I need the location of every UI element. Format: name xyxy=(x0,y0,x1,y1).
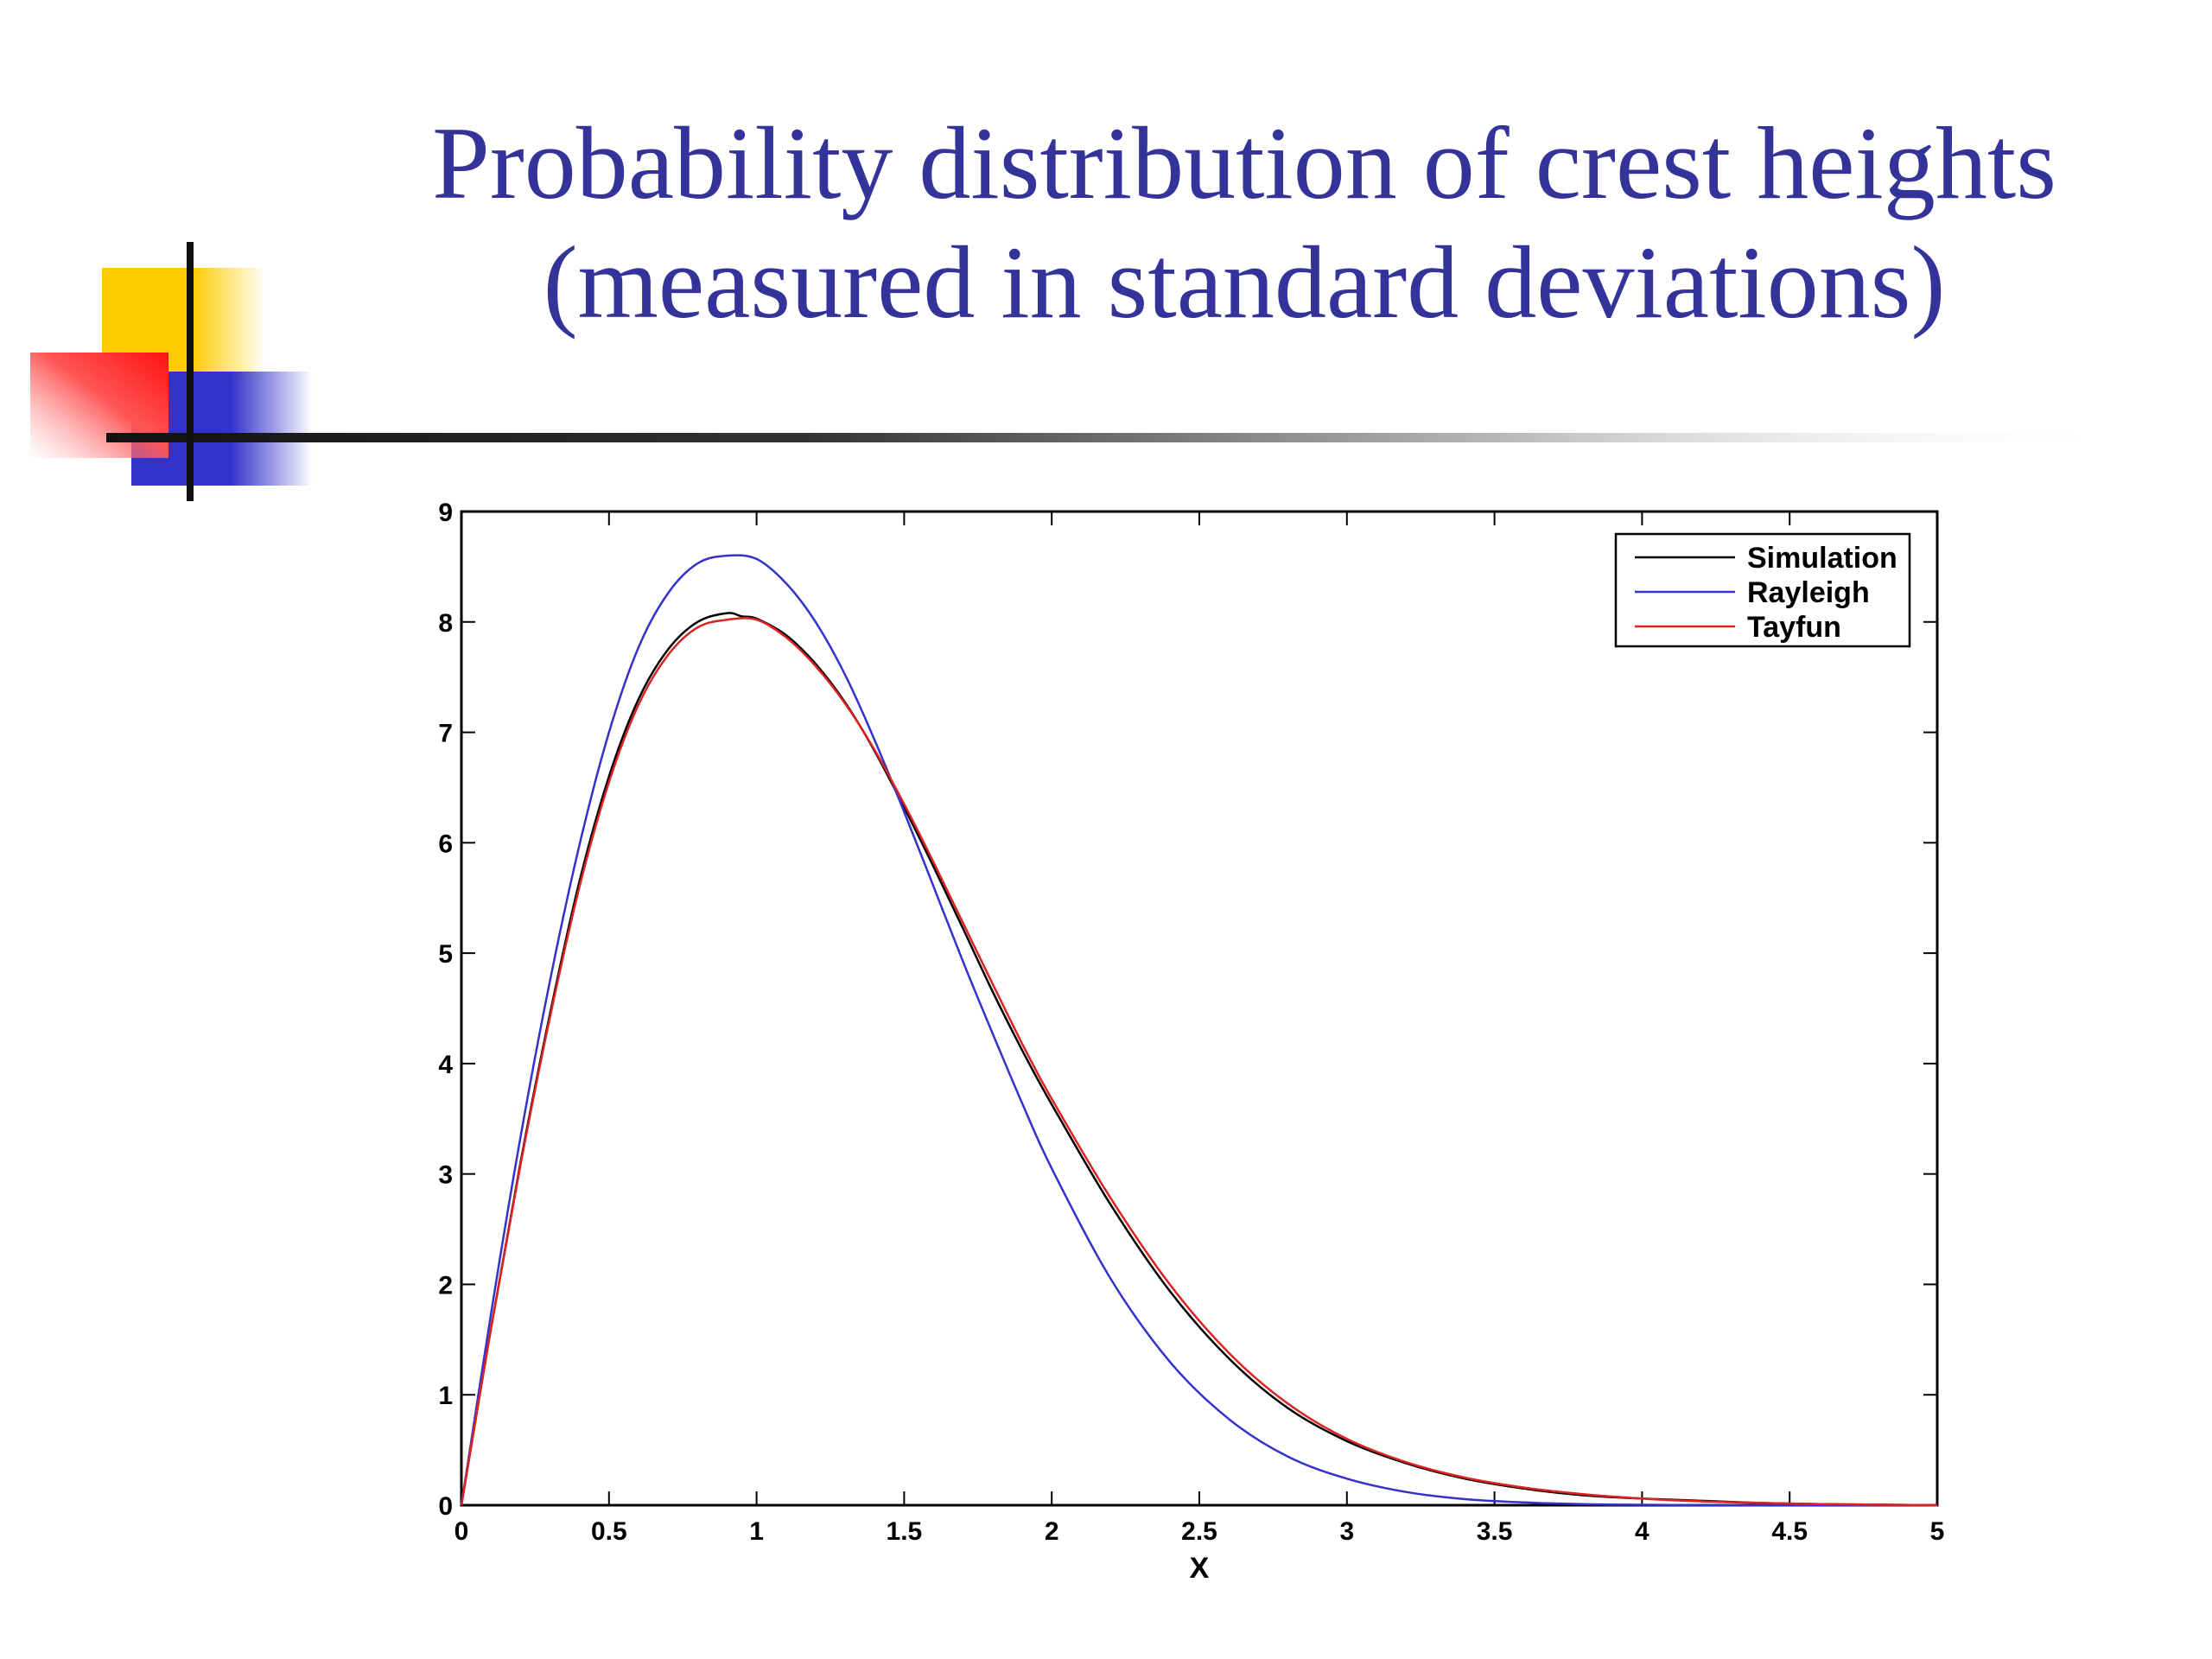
axis-ticks: 0 0.5 1 1.5 2 2.5 3 3.5 4 4.5 5 0 1 2 3 4 5 6 7 8 9 xyxy=(438,499,1944,1546)
plot-area-border xyxy=(460,510,1939,1507)
x-tick-label: 3 xyxy=(1339,1517,1354,1546)
x-tick-label: 5 xyxy=(1930,1517,1945,1546)
x-tick-label: 0 xyxy=(454,1517,469,1546)
legend-box xyxy=(1614,532,1911,648)
axis-labels: X xyxy=(1190,1552,1210,1585)
y-tick-label: 2 xyxy=(438,1271,453,1300)
x-tick-label: 2.5 xyxy=(1181,1517,1217,1546)
title-line-2: (measured in standard deviations) xyxy=(543,225,1946,340)
y-tick-label: 5 xyxy=(438,940,453,969)
slide-decoration xyxy=(30,242,2120,501)
legend-label-simulation: Simulation xyxy=(1747,542,1897,575)
x-axis-label: X xyxy=(1190,1552,1210,1585)
series-lines xyxy=(460,554,1938,1507)
y-tick-label: 6 xyxy=(438,830,453,858)
title-line-1: Probability distribution of crest height… xyxy=(432,105,2056,220)
x-tick-label: 4 xyxy=(1635,1517,1649,1546)
slide-title: Probability distribution of crest height… xyxy=(346,104,2143,342)
series-line-simulation xyxy=(460,612,1938,1507)
y-tick-label: 8 xyxy=(438,609,453,638)
y-tick-label: 3 xyxy=(438,1161,453,1190)
x-tick-label: 2 xyxy=(1045,1517,1059,1546)
deco-vertical-line xyxy=(187,242,194,501)
deco-horizontal-line xyxy=(106,433,2120,442)
x-tick-label: 4.5 xyxy=(1771,1517,1808,1546)
plot-frame xyxy=(460,510,1939,1507)
series-line-rayleigh xyxy=(460,554,1938,1507)
x-tick-label: 3.5 xyxy=(1477,1517,1513,1546)
x-tick-label: 1.5 xyxy=(887,1517,923,1546)
x-tick-label: 1 xyxy=(749,1517,764,1546)
y-tick-label: 7 xyxy=(438,720,453,748)
series-line-tayfun xyxy=(460,617,1938,1507)
y-tick-label: 0 xyxy=(438,1492,453,1521)
y-tick-label: 1 xyxy=(438,1382,453,1410)
legend-label-tayfun: Tayfun xyxy=(1747,611,1841,644)
x-tick-label: 0.5 xyxy=(591,1517,627,1546)
legend-label-rayleigh: Rayleigh xyxy=(1747,576,1870,609)
y-tick-label: 4 xyxy=(438,1051,453,1079)
y-tick-label: 9 xyxy=(438,499,453,527)
